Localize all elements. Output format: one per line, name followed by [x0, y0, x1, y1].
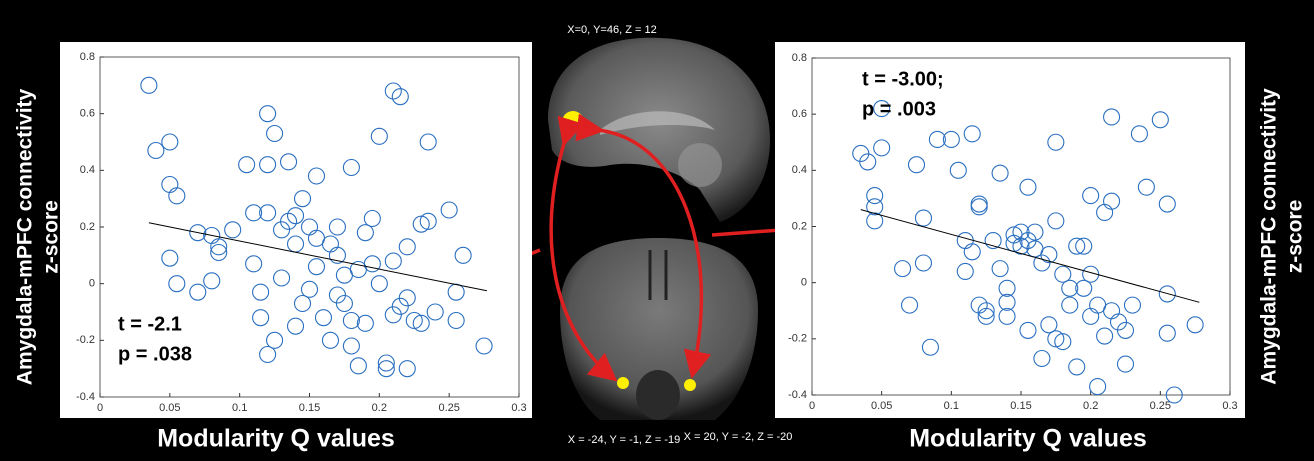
panel-background [775, 42, 1245, 418]
y-tick-label: 0.2 [80, 221, 95, 233]
y-tick-label: -0.4 [76, 391, 95, 403]
x-tick-label: 0.25 [438, 402, 459, 414]
x-tick-label: 0 [809, 400, 815, 412]
x-tick-label: 0.3 [511, 402, 526, 414]
brain-label: X=0, Y=46, Z = 12 [567, 24, 656, 36]
stat-annotation: t = -3.00; [862, 68, 944, 90]
y-axis-label: Amygdala-mPFC connectivity [1258, 88, 1281, 385]
brain-sagittal [548, 38, 770, 222]
x-tick-label: 0.15 [299, 402, 320, 414]
y-tick-label: 0.8 [792, 52, 807, 64]
x-tick-label: 0.15 [1010, 400, 1031, 412]
brain-coronal [560, 238, 758, 420]
x-axis-label: Modularity Q values [157, 425, 395, 453]
y-tick-label: 0 [801, 277, 807, 289]
x-tick-label: 0 [97, 402, 103, 414]
stat-annotation: p = .003 [862, 98, 936, 120]
y-tick-label: 0 [89, 278, 95, 290]
figure: X=0, Y=46, Z = 12 X = -24, Y = -1, Z = -… [0, 0, 1314, 461]
y-tick-label: 0.4 [792, 164, 807, 176]
x-tick-label: 0.05 [159, 402, 180, 414]
y-tick-label: -0.2 [76, 334, 95, 346]
brain-label: X = 20, Y = -2, Z = -20 [684, 431, 793, 443]
x-tick-label: 0.1 [944, 400, 959, 412]
y-tick-label: -0.4 [788, 389, 807, 401]
x-tick-label: 0.3 [1222, 400, 1237, 412]
y-tick-label: 0.6 [792, 108, 807, 120]
brain-label: X = -24, Y = -1, Z = -19 [568, 434, 680, 446]
x-tick-label: 0.25 [1150, 400, 1171, 412]
x-tick-label: 0.05 [871, 400, 892, 412]
y-axis-label-sub: z-score [40, 200, 63, 274]
roi-amygdala-left [617, 377, 629, 389]
y-tick-label: 0.2 [792, 220, 807, 232]
y-axis-label: Amygdala-mPFC connectivity [14, 88, 37, 385]
page: X=0, Y=46, Z = 12 X = -24, Y = -1, Z = -… [0, 0, 1314, 461]
roi-amygdala-right [684, 379, 696, 391]
chart-panel: 0 0.05 0.1 0.15 0.2 0.25 0.3 -0.4 -0.2 0 0.2 0.4 0.6… [14, 42, 532, 453]
y-tick-label: 0.8 [80, 51, 95, 63]
y-axis-label-sub: z-score [1284, 200, 1307, 274]
y-tick-label: 0.4 [80, 164, 95, 176]
x-tick-label: 0.2 [1083, 400, 1098, 412]
y-tick-label: 0.6 [80, 108, 95, 120]
roi-mpfc [562, 111, 584, 133]
x-axis-label: Modularity Q values [909, 425, 1147, 453]
stat-annotation: t = -2.1 [118, 313, 182, 335]
chart-panel: 0 0.05 0.1 0.15 0.2 0.25 0.3 -0.4 -0.2 0 0.2 0.4 0.6… [775, 42, 1307, 453]
stat-annotation: p = .038 [118, 343, 192, 365]
y-tick-label: -0.2 [788, 333, 807, 345]
x-tick-label: 0.2 [372, 402, 387, 414]
x-tick-label: 0.1 [232, 402, 247, 414]
